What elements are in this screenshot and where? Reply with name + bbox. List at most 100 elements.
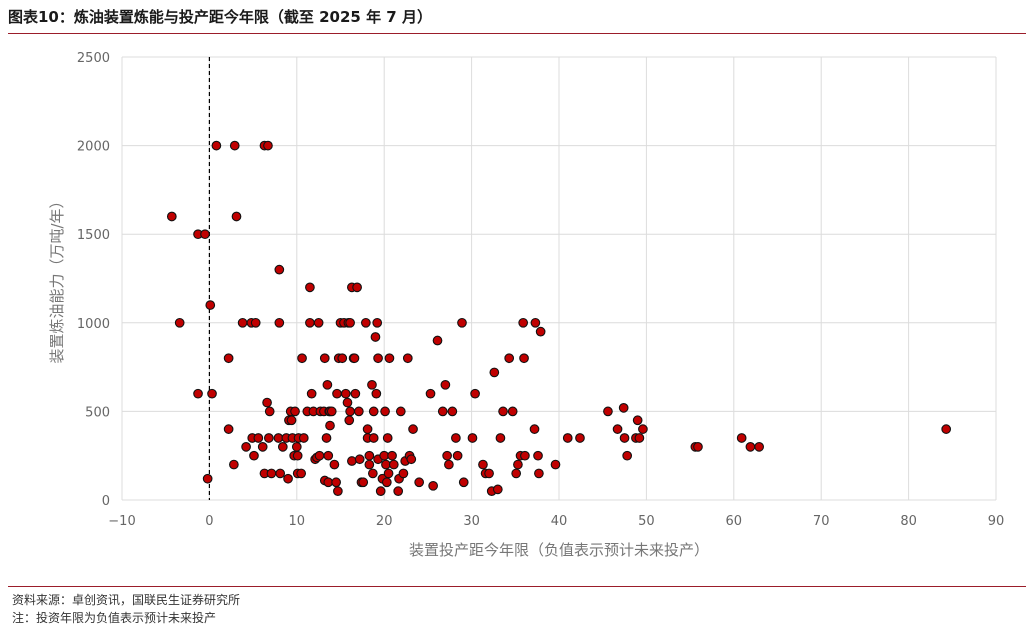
data-point: [437, 406, 448, 417]
data-point: [291, 441, 302, 452]
data-point: [442, 450, 452, 461]
data-point: [489, 367, 500, 378]
data-point: [286, 415, 297, 426]
data-point: [618, 403, 629, 413]
data-point: [277, 441, 288, 452]
y-tick-label: 2500: [77, 51, 110, 66]
data-point: [383, 468, 394, 479]
y-tick-label: 1000: [77, 317, 110, 332]
data-point: [325, 420, 335, 431]
x-tick-label: 0: [205, 514, 213, 529]
data-point: [519, 353, 529, 364]
y-tick-labels: 0 500 1000 1500 2000 2500: [77, 51, 110, 509]
data-point: [263, 140, 273, 151]
x-tick-label: 60: [726, 514, 743, 529]
y-tick-label: 0: [102, 494, 110, 509]
data-point: [458, 477, 469, 488]
data-point: [314, 450, 325, 461]
data-point: [229, 459, 239, 470]
data-point: [350, 388, 361, 399]
data-point: [638, 424, 648, 434]
x-tick-label: 10: [289, 514, 306, 529]
x-tick-labels: −10 0 10 20 30 40 50 60 70 80 90: [108, 514, 1004, 529]
data-point: [253, 433, 264, 443]
data-point: [358, 477, 369, 488]
data-point: [408, 424, 418, 434]
y-tick-label: 500: [85, 405, 110, 420]
data-point: [333, 486, 343, 496]
data-point: [354, 454, 365, 465]
data-point: [319, 353, 330, 364]
source-note: 资料来源：卓创资讯，国联民生证券研究所: [12, 593, 241, 607]
data-point: [518, 317, 529, 328]
data-point: [321, 433, 332, 443]
data-point: [382, 433, 393, 443]
data-point: [736, 433, 747, 443]
data-point: [387, 450, 397, 461]
data-point: [478, 459, 488, 470]
data-point: [470, 388, 480, 399]
data-point: [297, 353, 307, 364]
data-point: [200, 229, 210, 240]
data-point: [262, 397, 272, 408]
data-point: [393, 486, 404, 496]
data-point: [375, 486, 386, 496]
data-point: [745, 441, 756, 452]
data-point: [174, 317, 185, 328]
x-tick-label: 50: [638, 514, 655, 529]
data-point: [237, 317, 248, 328]
chart-title: 图表10：炼油装置炼能与投产距今年限（截至 2025 年 7 月）: [8, 8, 432, 26]
x-tick-label: 40: [551, 514, 568, 529]
data-point: [352, 282, 362, 293]
data-point: [428, 480, 438, 491]
data-point: [941, 424, 952, 434]
data-point: [504, 353, 515, 364]
data-point: [322, 379, 333, 390]
data-point: [381, 459, 391, 470]
data-point: [223, 424, 234, 434]
data-points: [166, 140, 952, 496]
data-point: [207, 388, 217, 399]
data-point: [249, 450, 259, 461]
data-point: [498, 406, 508, 417]
footnote: 注：投资年限为负值表示预计未来投产: [12, 611, 217, 625]
data-point: [263, 433, 274, 443]
data-point: [337, 353, 348, 364]
data-point: [388, 459, 399, 470]
data-point: [273, 433, 284, 443]
data-point: [290, 406, 300, 417]
data-point: [313, 317, 324, 328]
data-point: [379, 450, 390, 461]
data-point: [241, 441, 251, 452]
data-point: [414, 477, 425, 488]
data-point: [507, 406, 518, 417]
data-point: [754, 441, 764, 452]
data-point: [340, 388, 351, 399]
data-point: [266, 468, 277, 479]
data-point: [275, 468, 286, 479]
data-point: [345, 317, 355, 328]
data-point: [323, 450, 334, 461]
data-point: [345, 406, 355, 417]
data-point: [296, 468, 307, 479]
data-point: [534, 468, 544, 479]
data-point: [329, 459, 340, 470]
data-point: [619, 433, 630, 443]
data-point: [193, 388, 203, 399]
footer-divider: [8, 586, 1026, 587]
data-point: [354, 406, 364, 417]
data-point: [513, 459, 523, 470]
x-tick-label: 80: [900, 514, 917, 529]
data-point: [274, 317, 285, 328]
data-point: [362, 424, 373, 434]
data-point: [211, 140, 222, 151]
data-point: [367, 379, 377, 390]
data-point: [306, 388, 317, 399]
y-axis-label: 装置炼油能力（万吨/年）: [48, 193, 66, 363]
data-point: [395, 406, 406, 417]
data-point: [202, 473, 213, 484]
data-point: [349, 353, 360, 364]
data-point: [331, 477, 341, 488]
data-point: [467, 433, 478, 443]
data-point: [323, 477, 334, 488]
